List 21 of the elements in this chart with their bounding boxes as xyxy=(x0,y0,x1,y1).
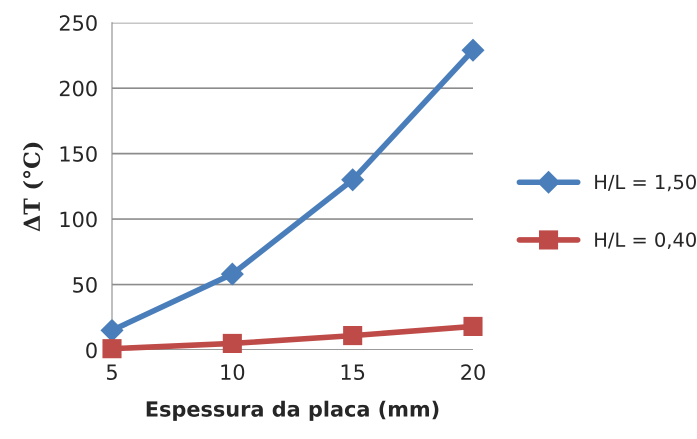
legend-label: H/L = 1,50 xyxy=(595,174,696,192)
point xyxy=(222,334,242,353)
x-tick-label: 20 xyxy=(461,364,485,380)
x-tick-label: 10 xyxy=(221,364,244,380)
y-tick-label: 100 xyxy=(60,212,97,228)
y-tick-label: 0 xyxy=(86,342,97,358)
y-tick-label: 250 xyxy=(60,15,97,31)
y-tick-label: 50 xyxy=(73,276,97,293)
y-tick-label: 150 xyxy=(60,146,97,162)
point xyxy=(102,339,122,358)
legend-label: H/L = 0,40 xyxy=(595,232,696,250)
y-tick-label: 200 xyxy=(60,80,97,96)
x-tick-label: 15 xyxy=(342,364,364,380)
point xyxy=(462,38,484,62)
point xyxy=(341,168,364,192)
x-tick-label: 5 xyxy=(106,364,117,380)
point xyxy=(463,316,483,336)
x-axis-title: Espessura da placa (mm) xyxy=(146,400,438,421)
point xyxy=(343,326,362,346)
y-axis-title: ΔT (°C) xyxy=(22,142,44,232)
point xyxy=(221,262,244,286)
